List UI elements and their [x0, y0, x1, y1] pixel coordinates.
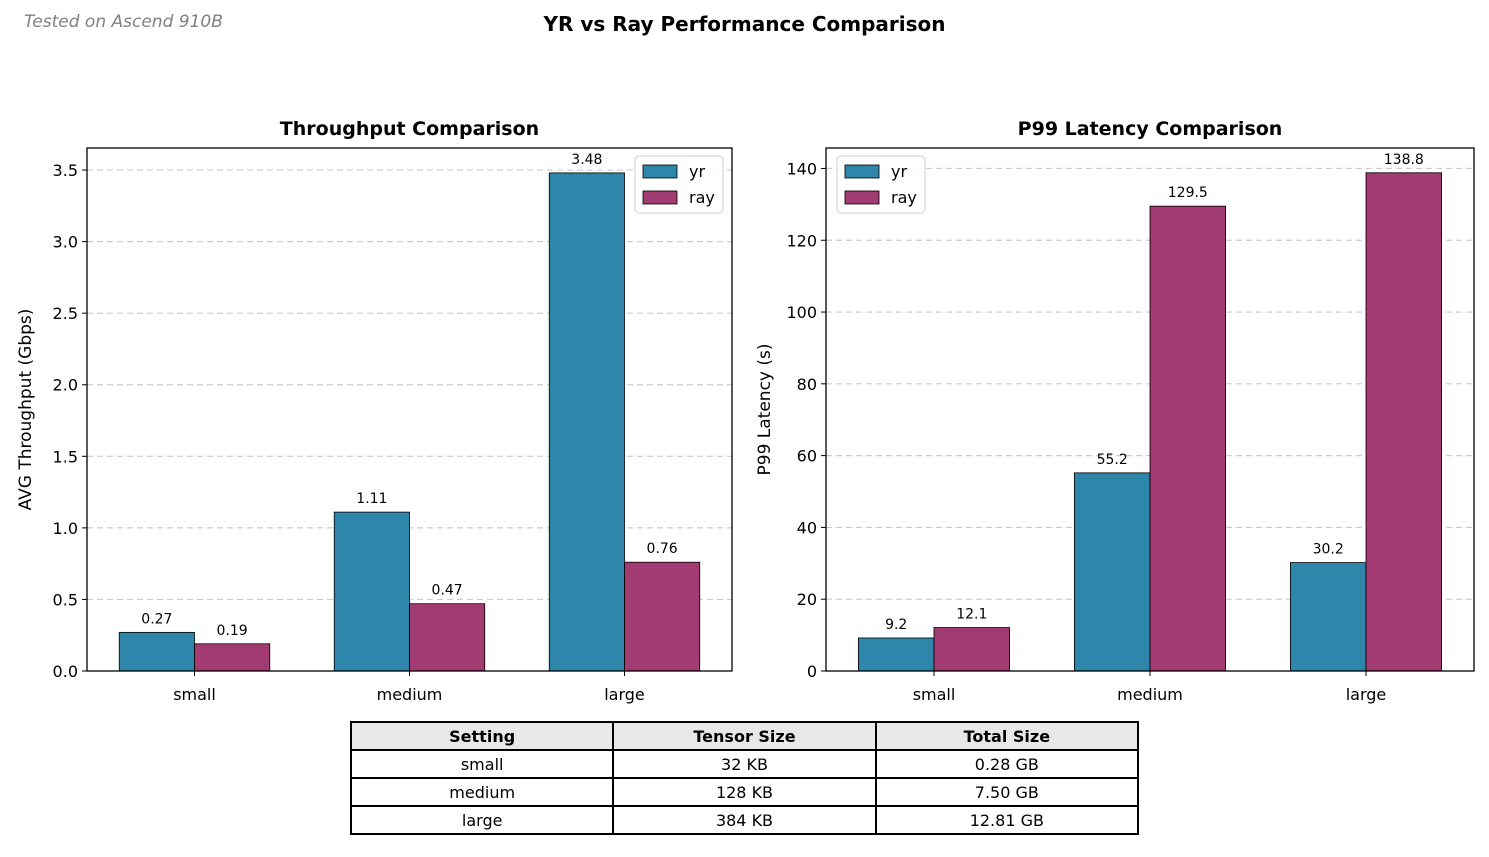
y-tick-label: 100 [786, 303, 817, 322]
legend-label-ray: ray [689, 188, 715, 207]
y-tick-label: 0 [807, 662, 817, 681]
y-tick-label: 1.0 [53, 519, 78, 538]
bar-yr-large [1290, 562, 1367, 672]
settings-table: Setting Tensor Size Total Size small 32 … [349, 721, 1140, 835]
chart-title: P99 Latency Comparison [1018, 118, 1283, 140]
legend-label-yr: yr [689, 162, 705, 181]
plot-frame [86, 147, 733, 672]
bar-value-label: 0.47 [432, 583, 463, 599]
header-total-size: Total Size [874, 721, 1140, 751]
cell-tensor-size: 384 KB [612, 805, 877, 835]
y-axis-label: P99 Latency (s) [755, 343, 775, 475]
bar-ray-large [624, 561, 701, 672]
legend: yr ray [634, 155, 724, 214]
y-tick-label: 40 [797, 518, 817, 537]
table-row: medium 128 KB 7.50 GB [349, 777, 1140, 807]
bar-value-label: 0.19 [217, 623, 248, 639]
bar-ray-small [194, 643, 271, 672]
bar-value-label: 12.1 [956, 607, 987, 623]
y-tick-label: 60 [797, 447, 817, 466]
y-tick-label: 120 [786, 231, 817, 250]
legend-swatch-yr [844, 164, 880, 179]
y-tick-label: 20 [797, 590, 817, 609]
bar-value-label: 1.11 [356, 491, 387, 507]
y-tick-label: 3.5 [53, 161, 78, 180]
legend-swatch-ray [642, 190, 678, 205]
y-tick-label: 1.5 [53, 447, 78, 466]
cell-setting: small [349, 749, 615, 779]
y-tick-label: 0.0 [53, 662, 78, 681]
legend-swatch-yr [642, 164, 678, 179]
bar-yr-medium [333, 511, 410, 672]
table-row: large 384 KB 12.81 GB [349, 805, 1140, 835]
bar-value-label: 138.8 [1384, 152, 1424, 168]
legend-label-yr: yr [891, 162, 907, 181]
bar-yr-large [548, 172, 625, 672]
y-tick-label: 3.0 [53, 233, 78, 252]
bar-yr-small [858, 637, 935, 672]
table-header-row: Setting Tensor Size Total Size [349, 721, 1140, 751]
x-tick-label: medium [1117, 685, 1183, 704]
throughput-chart: Throughput Comparison 0.0 0.5 1.0 1.5 2.0 2.5 3… [16, 118, 733, 704]
y-tick-label: 80 [797, 375, 817, 394]
header-tensor-size: Tensor Size [612, 721, 877, 751]
legend: yr ray [836, 155, 926, 214]
cell-total-size: 12.81 GB [874, 805, 1140, 835]
bar-yr-medium [1073, 472, 1151, 672]
y-tick-label: 2.5 [53, 304, 78, 323]
cell-tensor-size: 128 KB [612, 777, 877, 807]
y-tick-label: 0.5 [53, 590, 78, 609]
bar-value-label: 0.27 [141, 611, 172, 627]
bar-value-label: 0.76 [647, 541, 678, 557]
bar-ray-small [933, 627, 1010, 672]
bar-value-label: 55.2 [1097, 452, 1128, 468]
test-note: Tested on Ascend 910B [24, 12, 223, 32]
x-tick-label: small [913, 685, 956, 704]
legend-label-ray: ray [891, 188, 917, 207]
cell-total-size: 0.28 GB [874, 749, 1140, 779]
x-tick-label: medium [377, 685, 443, 704]
legend-swatch-ray [844, 190, 880, 205]
y-tick-label: 2.0 [53, 376, 78, 395]
cell-setting: medium [349, 777, 615, 807]
cell-total-size: 7.50 GB [874, 777, 1140, 807]
figure-title: YR vs Ray Performance Comparison [543, 12, 946, 36]
header-setting: Setting [349, 721, 615, 751]
x-tick-label: large [604, 685, 645, 704]
latency-chart: P99 Latency Comparison 0 20 40 60 80 100 120 140… [755, 118, 1475, 704]
bar-value-label: 9.2 [885, 617, 907, 633]
bar-yr-small [118, 631, 195, 672]
x-tick-label: large [1346, 685, 1387, 704]
bar-ray-medium [409, 603, 486, 672]
chart-title: Throughput Comparison [280, 118, 539, 140]
bar-value-label: 30.2 [1313, 542, 1344, 558]
bar-ray-medium [1149, 205, 1226, 672]
x-tick-label: small [173, 685, 216, 704]
bar-ray-large [1365, 172, 1442, 672]
y-axis-label: AVG Throughput (Gbps) [16, 309, 36, 511]
cell-setting: large [349, 805, 615, 835]
bar-value-label: 129.5 [1168, 185, 1208, 201]
plot-frame [825, 147, 1475, 672]
cell-tensor-size: 32 KB [612, 749, 877, 779]
y-tick-label: 140 [786, 159, 817, 178]
bar-value-label: 3.48 [571, 152, 602, 168]
table-row: small 32 KB 0.28 GB [349, 749, 1140, 779]
